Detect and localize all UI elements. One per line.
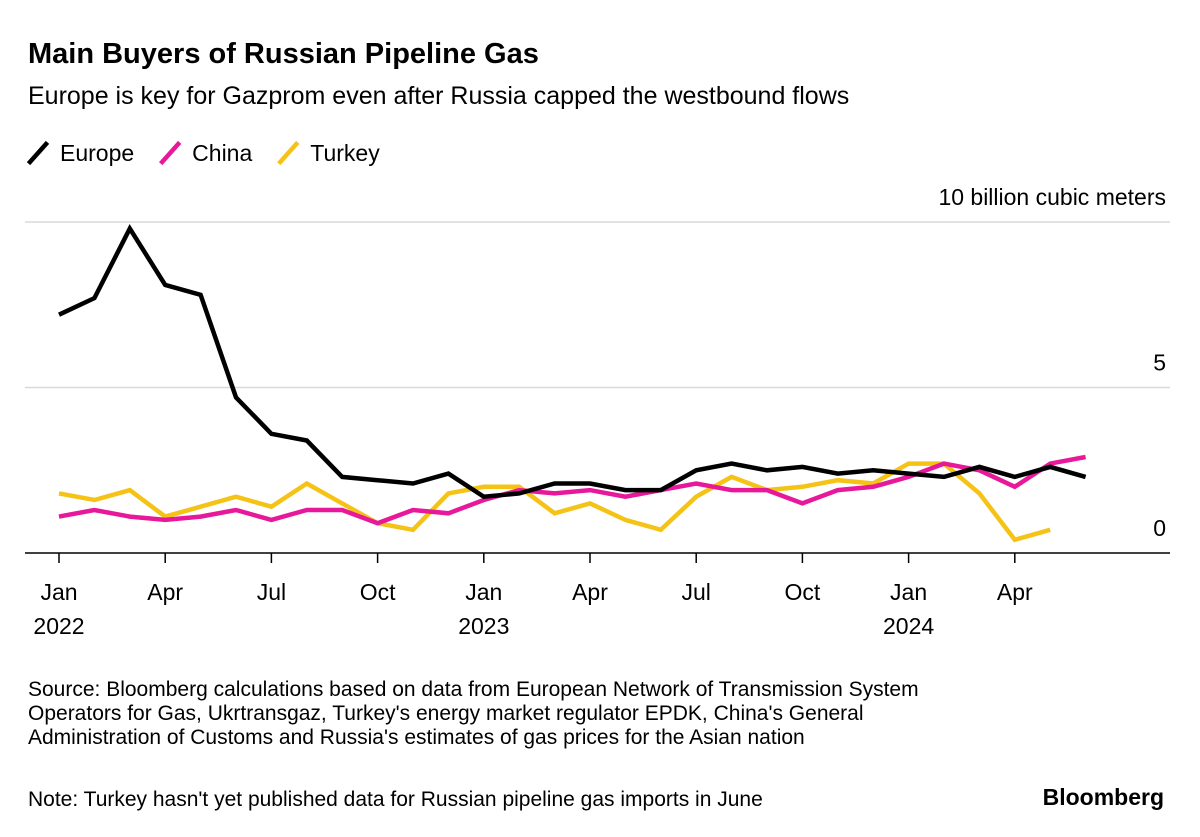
- x-tick-label: Oct: [784, 579, 821, 605]
- chart-subtitle: Europe is key for Gazprom even after Rus…: [28, 82, 850, 110]
- x-tick-label: Jan 2024: [883, 579, 935, 639]
- chart-title: Main Buyers of Russian Pipeline Gas: [28, 38, 539, 70]
- x-tick-label: Jul: [681, 579, 711, 605]
- x-tick-label: Apr: [572, 579, 608, 605]
- series-line: [58, 454, 1087, 526]
- series-line: [58, 224, 1087, 500]
- y-tick-label: 10 billion cubic meters: [938, 184, 1166, 210]
- footnote: Note: Turkey hasn't yet published data f…: [28, 788, 763, 811]
- x-tick-label: Apr: [996, 579, 1033, 605]
- y-tick-label: 5: [1153, 350, 1166, 376]
- x-tick-label: Oct: [359, 579, 396, 605]
- legend-label: Turkey: [310, 140, 380, 166]
- y-tick-label: 0: [1153, 515, 1166, 541]
- legend-swatch: [277, 140, 300, 166]
- x-tick-label: Apr: [147, 579, 184, 605]
- legend-swatch: [158, 140, 182, 166]
- legend-label: China: [192, 140, 252, 166]
- x-tick-label: Jan 2022: [33, 579, 85, 639]
- x-tick-label: Jan 2023: [458, 579, 510, 639]
- legend-label: Europe: [60, 140, 134, 166]
- series-line: [58, 461, 1051, 543]
- legend-swatch: [26, 140, 50, 166]
- brand: Bloomberg: [1042, 784, 1164, 810]
- x-tick-label: Jul: [256, 579, 287, 605]
- source-note: Source: Bloomberg calculations based on …: [28, 678, 919, 749]
